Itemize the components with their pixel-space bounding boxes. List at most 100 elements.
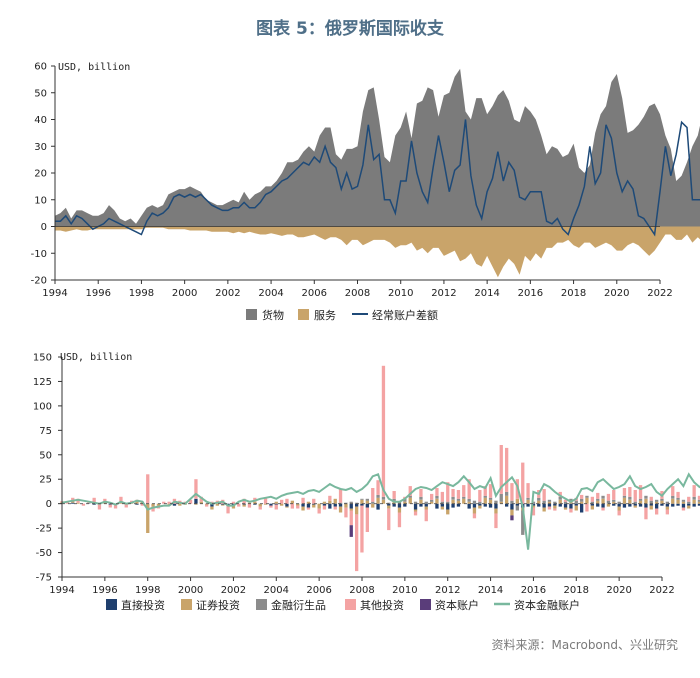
bar-other — [606, 493, 611, 501]
bar-derivatives — [644, 495, 648, 499]
bar-portfolio — [687, 505, 691, 509]
bar-direct — [681, 503, 686, 508]
bar-portfolio — [537, 500, 541, 504]
legend-label-goods: 货物 — [262, 308, 284, 322]
bar-portfolio — [381, 499, 386, 504]
bar-direct — [322, 503, 327, 506]
bar-direct — [242, 503, 246, 505]
bar-direct — [355, 503, 359, 507]
bar-portfolio — [472, 507, 477, 514]
bar-other — [269, 505, 273, 508]
bar-other — [81, 503, 86, 506]
bar-portfolio — [360, 499, 364, 504]
bar-direct — [665, 503, 669, 507]
bar-capital — [349, 525, 353, 537]
bar-direct — [392, 503, 396, 507]
bar-derivatives — [424, 501, 428, 504]
bar-derivatives — [542, 500, 546, 504]
bar-other — [360, 505, 364, 553]
bar-other — [478, 490, 482, 502]
bar-direct — [660, 503, 664, 506]
bar-derivatives — [462, 496, 466, 499]
y-tick-label: 40 — [34, 115, 47, 126]
x-tick-label: 1998 — [129, 288, 154, 299]
bar-portfolio — [494, 508, 498, 514]
bar-portfolio — [649, 505, 653, 510]
bar-derivatives — [681, 499, 686, 502]
x-tick-label: 2010 — [392, 585, 417, 596]
bar-direct — [397, 503, 402, 508]
bar-portfolio — [156, 503, 161, 506]
bar-other — [146, 474, 150, 504]
bar-portfolio — [397, 507, 402, 513]
bar-portfolio — [446, 509, 450, 515]
bar-other — [376, 480, 380, 495]
bar-other — [247, 503, 252, 508]
bar-other — [440, 491, 444, 502]
bar-derivatives — [531, 501, 536, 504]
bar-direct — [697, 503, 700, 506]
bar-other — [494, 513, 498, 529]
bar-other — [590, 496, 594, 502]
bar-derivatives — [338, 502, 343, 504]
bar-other — [322, 505, 327, 510]
legend-swatch-other — [345, 599, 356, 610]
bar-other — [655, 508, 659, 515]
bar-other — [499, 445, 503, 494]
x-tick-label: 2022 — [649, 585, 674, 596]
bar-portfolio — [301, 506, 305, 511]
bar-direct — [312, 503, 316, 505]
bar-other — [665, 509, 669, 515]
bar-portfolio — [531, 505, 536, 508]
line-current-account — [55, 119, 700, 237]
bar-direct — [505, 503, 509, 507]
legend: 直接投资 证券投资 金融衍生品 其他投资 资本账户 资本金融账户 — [106, 598, 580, 612]
bar-other — [692, 485, 696, 497]
bar-direct — [596, 503, 600, 507]
bar-direct — [424, 503, 428, 507]
y-tick-label: 20 — [34, 169, 47, 180]
bar-other — [140, 503, 144, 506]
y-tick-label: 30 — [34, 142, 47, 153]
bar-derivatives — [687, 501, 691, 504]
bar-other — [419, 489, 423, 497]
bar-derivatives — [499, 493, 503, 502]
bar-portfolio — [435, 498, 439, 504]
bar-derivatives — [392, 498, 396, 501]
bar-other — [510, 483, 514, 501]
bar-portfolio — [655, 501, 659, 504]
bar-portfolio — [296, 503, 300, 506]
bar-other — [151, 506, 155, 512]
bar-direct — [365, 503, 369, 508]
bar-other — [446, 482, 450, 502]
bar-portfolio — [205, 503, 209, 505]
bar-portfolio — [440, 506, 444, 510]
bar-derivatives — [478, 501, 482, 504]
bar-portfolio — [215, 503, 219, 506]
bar-other — [392, 491, 396, 499]
bar-other — [456, 490, 461, 499]
chart-title: 图表 5：俄罗斯国际收支 — [256, 19, 444, 39]
bar-portfolio — [210, 506, 214, 510]
y-unit-label: USD, billion — [60, 352, 132, 363]
bar-derivatives — [494, 500, 498, 504]
bar-portfolio — [580, 501, 584, 504]
bar-other — [596, 492, 600, 499]
bar-portfolio — [221, 504, 225, 506]
bar-derivatives — [596, 498, 600, 501]
bar-portfolio — [403, 501, 407, 504]
bar-derivatives — [430, 499, 434, 502]
bar-direct — [221, 503, 225, 505]
bar-portfolio — [456, 500, 461, 504]
bar-portfolio — [231, 505, 236, 509]
y-tick-label: 150 — [33, 353, 52, 364]
bar-portfolio — [290, 500, 294, 504]
y-tick-label: 125 — [33, 377, 52, 388]
bar-derivatives — [633, 501, 637, 504]
x-tick-label: 2012 — [431, 288, 456, 299]
y-tick-label: 50 — [34, 88, 47, 99]
bar-direct — [349, 503, 353, 509]
bar-other — [413, 511, 418, 516]
bar-portfolio — [596, 500, 600, 504]
bar-portfolio — [199, 501, 203, 504]
